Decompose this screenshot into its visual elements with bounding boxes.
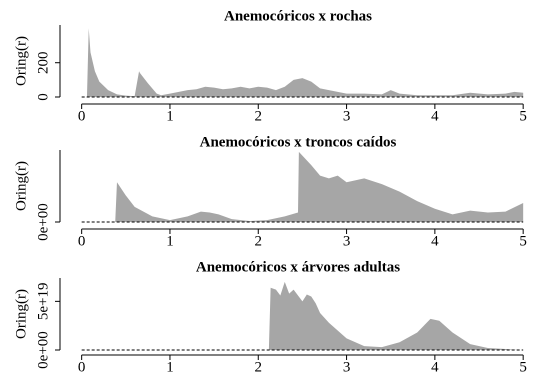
x-tick-label: 0 — [78, 108, 86, 124]
y-axis-label: Oring(r) — [13, 289, 29, 339]
x-tick-label: 2 — [255, 233, 263, 249]
chart-title: Anemocóricos x rochas — [224, 8, 372, 24]
envelope-area — [81, 28, 524, 97]
x-tick-label: 3 — [343, 359, 351, 373]
y-tick-label: 0e+00 — [35, 203, 51, 241]
x-tick-label: 1 — [166, 359, 174, 373]
envelope-area — [81, 151, 524, 222]
x-tick-label: 2 — [255, 108, 263, 124]
x-tick-label: 4 — [431, 359, 439, 373]
x-tick-label: 4 — [431, 108, 439, 124]
x-tick-label: 3 — [343, 108, 351, 124]
x-tick-label: 0 — [78, 359, 86, 373]
x-tick-label: 0 — [78, 233, 86, 249]
x-tick-label: 4 — [431, 233, 439, 249]
y-axis-label: Oring(r) — [13, 36, 29, 86]
envelope-area — [81, 281, 524, 350]
x-tick-label: 1 — [166, 233, 174, 249]
chart-title: Anemocóricos x troncos caídos — [200, 134, 397, 150]
chart-title: Anemocóricos x árvores adultas — [196, 259, 400, 275]
x-tick-label: 5 — [519, 359, 527, 373]
y-tick-label: 0 — [35, 93, 51, 101]
x-tick-label: 1 — [166, 108, 174, 124]
x-tick-label: 5 — [519, 233, 527, 249]
y-tick-label: 0e+00 — [35, 331, 51, 369]
y-tick-label: 200 — [35, 51, 51, 74]
x-tick-label: 5 — [519, 108, 527, 124]
y-axis-label: Oring(r) — [13, 161, 29, 211]
x-tick-label: 3 — [343, 233, 351, 249]
y-tick-label: 5e+19 — [35, 283, 51, 321]
x-tick-label: 2 — [255, 359, 263, 373]
